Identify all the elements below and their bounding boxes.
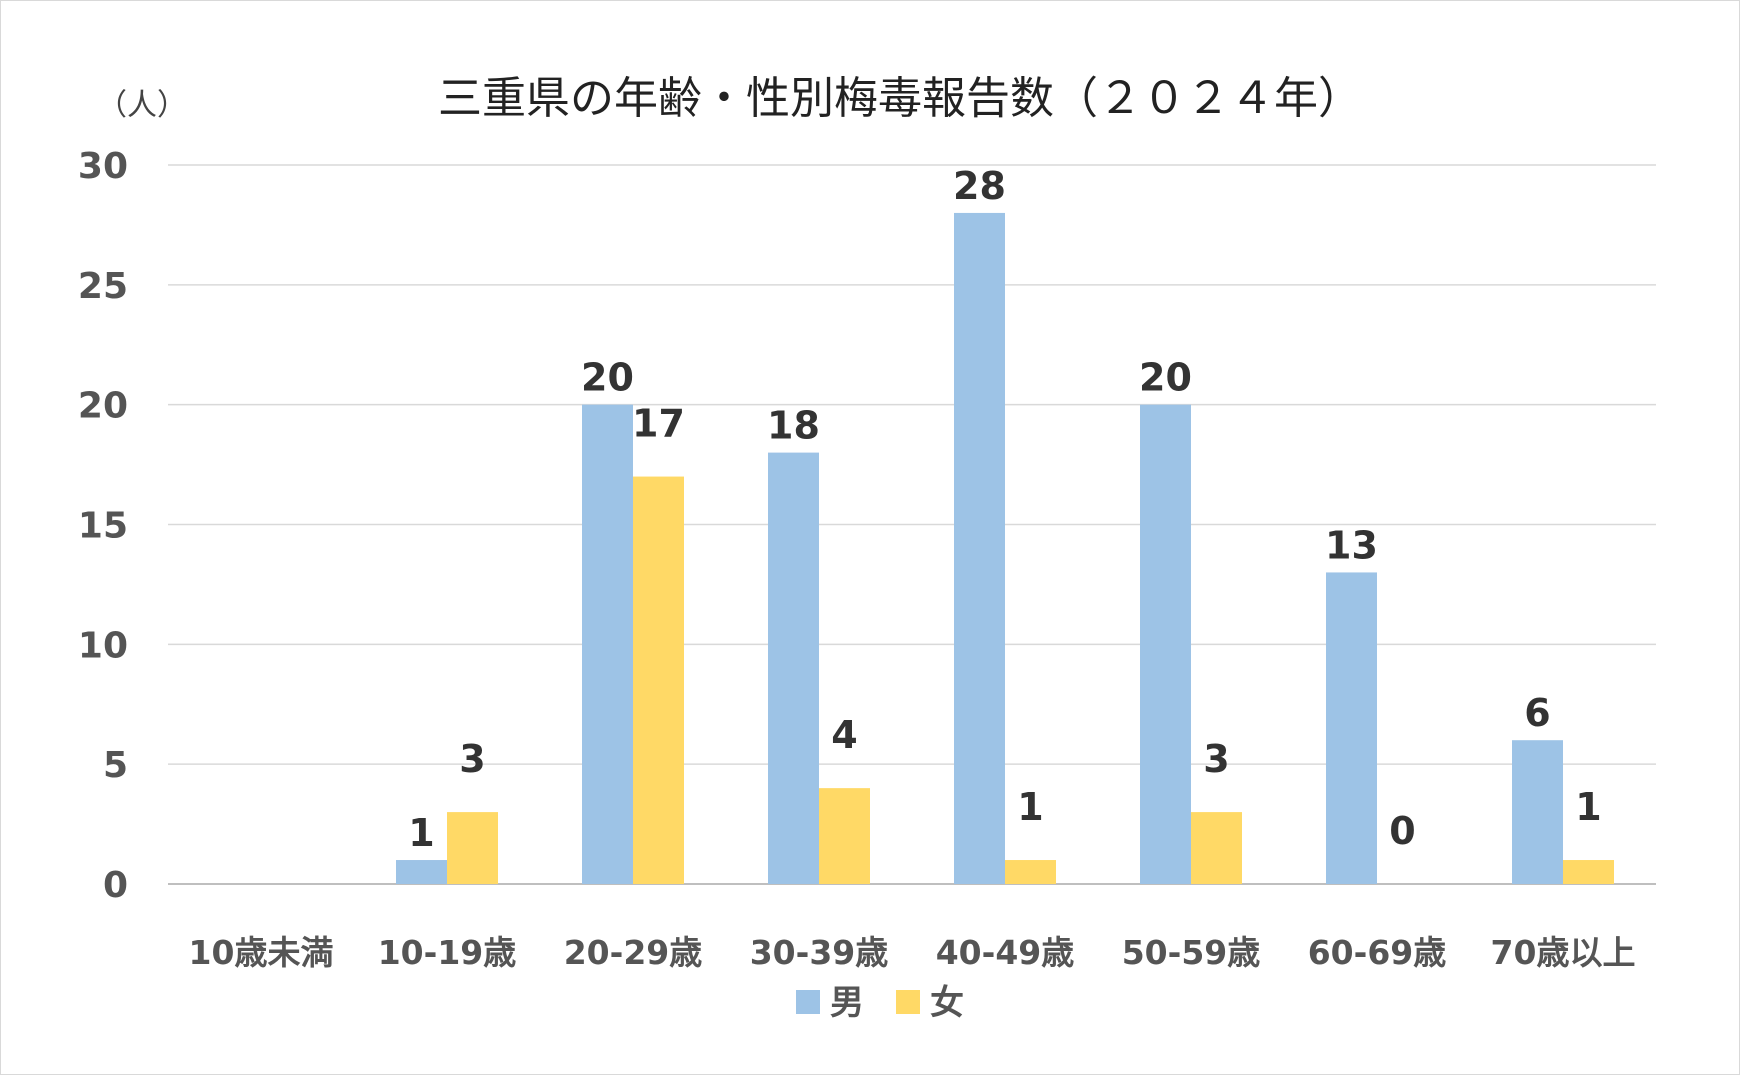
y-axis-ticks: 0 5 10 15 20 25 30	[78, 146, 128, 906]
data-label: 4	[831, 713, 857, 757]
y-tick-label: 10	[78, 625, 128, 666]
y-tick-label: 25	[78, 266, 128, 307]
y-tick-label: 15	[78, 506, 128, 547]
x-tick-label: 70歳以上	[1491, 933, 1636, 972]
bar-female	[1563, 860, 1614, 884]
bars	[396, 212, 1614, 884]
bar-female	[819, 788, 870, 884]
data-label: 20	[581, 356, 634, 400]
data-label: 3	[1203, 737, 1229, 781]
legend-label-male: 男	[830, 983, 864, 1023]
x-tick-label: 10-19歳	[378, 933, 517, 972]
legend-swatch-female	[896, 990, 920, 1014]
chart-title: 三重県の年齢・性別梅毒報告数（２０２４年）	[438, 73, 1362, 124]
y-tick-label: 5	[103, 745, 128, 786]
data-label: 28	[953, 164, 1006, 208]
y-tick-label: 20	[78, 386, 128, 427]
data-label: 1	[1575, 785, 1601, 829]
bar-female	[447, 812, 498, 884]
legend: 男女	[796, 983, 964, 1023]
data-label: 1	[408, 811, 434, 855]
x-tick-label: 10歳未満	[189, 933, 334, 972]
legend-label-female: 女	[930, 983, 964, 1023]
bar-male	[954, 212, 1005, 884]
data-label: 18	[767, 404, 820, 448]
x-tick-label: 60-69歳	[1308, 933, 1447, 972]
data-label: 3	[459, 737, 485, 781]
x-tick-label: 30-39歳	[750, 933, 889, 972]
bar-male	[396, 860, 447, 884]
bar-female	[633, 476, 684, 884]
bar-male	[582, 404, 633, 884]
x-tick-label: 20-29歳	[564, 933, 703, 972]
y-axis-unit-label: （人）	[97, 88, 187, 123]
bar-male	[1512, 740, 1563, 884]
y-tick-label: 0	[103, 865, 128, 906]
data-label: 20	[1139, 356, 1192, 400]
y-tick-label: 30	[78, 146, 128, 187]
data-label: 13	[1325, 523, 1378, 567]
data-label: 1	[1017, 785, 1043, 829]
x-axis-ticks: 10歳未満 10-19歳 20-29歳 30-39歳 40-49歳 50-59歳 60-69…	[189, 933, 1636, 972]
legend-swatch-male	[796, 990, 820, 1014]
bar-female	[1191, 812, 1242, 884]
data-label: 17	[632, 402, 685, 446]
bar-male	[768, 452, 819, 884]
x-tick-label: 40-49歳	[936, 933, 1075, 972]
data-label: 0	[1389, 809, 1415, 853]
bar-male	[1140, 404, 1191, 884]
data-label: 6	[1524, 691, 1550, 735]
x-tick-label: 50-59歳	[1122, 933, 1261, 972]
gridlines	[168, 164, 1656, 885]
bar-male	[1326, 572, 1377, 884]
bar-female	[1005, 860, 1056, 884]
